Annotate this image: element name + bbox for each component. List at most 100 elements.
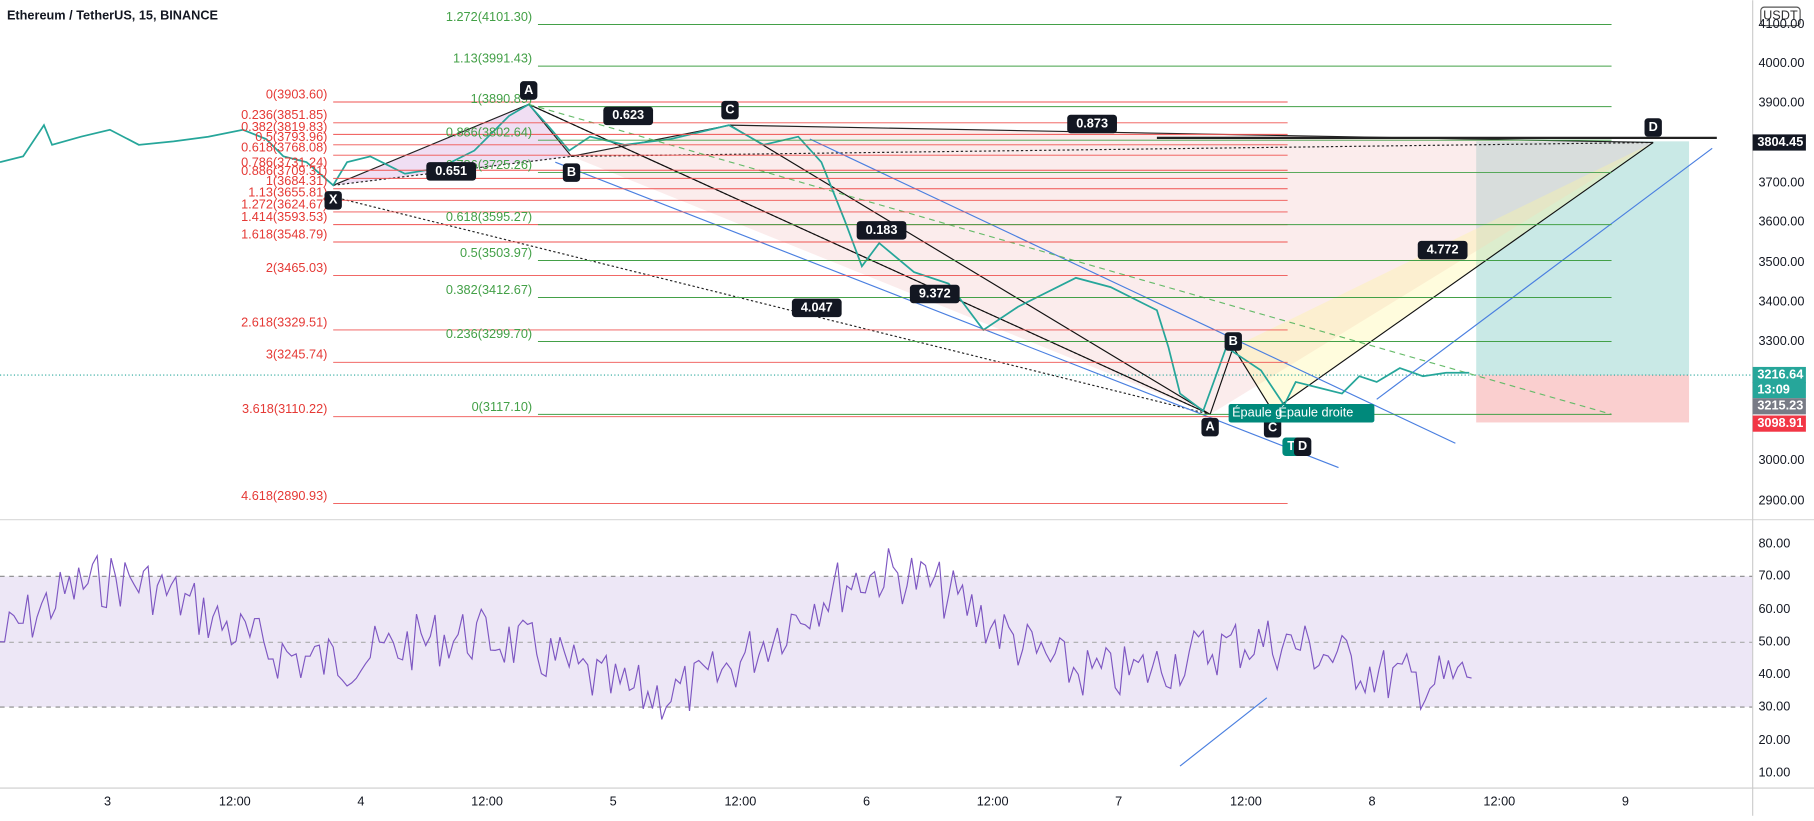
pattern-label-box [856, 221, 907, 240]
rsi-axis-label: 60.00 [1758, 601, 1790, 616]
price-tag-box [1752, 366, 1806, 384]
fib-label: 0.618(3595.27) [446, 209, 532, 224]
fib-label: 0.886(3802.64) [446, 125, 532, 140]
time-axis-label: 7 [1115, 793, 1122, 808]
pattern-label: D [1649, 119, 1658, 134]
shoulder-box [1228, 403, 1375, 423]
symbol-title: Ethereum / TetherUS, 15, BINANCE [7, 8, 218, 23]
currency-badge [1760, 6, 1801, 27]
pattern-label: A [1206, 418, 1215, 433]
price-tag: 3804.45 [1757, 134, 1803, 149]
pattern-fill [571, 125, 1654, 415]
price-tag: 3216.64 [1757, 366, 1803, 381]
pattern-label: 4.772 [1427, 241, 1459, 256]
fib-label: 0.236(3851.85) [241, 107, 327, 122]
price-axis-label: 3700.00 [1758, 174, 1804, 189]
trend-dashed [528, 103, 1612, 415]
rsi-axis-label: 40.00 [1758, 666, 1790, 681]
pattern-label: C [1268, 420, 1277, 435]
fib-label: 0.5(3793.96) [255, 129, 327, 144]
time-axis-label: 9 [1622, 793, 1629, 808]
shoulder-label: Épaule droite [1278, 405, 1353, 420]
pattern-label-box [791, 298, 842, 318]
pattern-line [729, 124, 1211, 415]
pattern-label-box [562, 163, 581, 182]
rsi-axis-label: 50.00 [1758, 634, 1790, 649]
time-axis-label: 5 [610, 793, 617, 808]
time-axis-label: 12:00 [1483, 793, 1515, 808]
rsi-axis-label: 80.00 [1758, 535, 1790, 550]
price-axis-label: 3300.00 [1758, 333, 1804, 348]
forecast-arrow [1376, 147, 1713, 400]
pattern-label: 9.372 [919, 285, 951, 300]
pattern-label: B [567, 164, 576, 179]
time-axis-label: 12:00 [1230, 793, 1262, 808]
long-profit-zone [1476, 141, 1690, 376]
price-tag: 3215.23 [1757, 398, 1803, 413]
price-axis-label: 3600.00 [1758, 214, 1804, 229]
price-tag: 3098.91 [1757, 415, 1803, 430]
rsi-trendline [1179, 697, 1268, 767]
pattern-label: A [524, 82, 533, 97]
price-tag-box [1752, 381, 1806, 399]
pattern-label-box [324, 191, 342, 210]
channel-line [809, 138, 1456, 444]
rsi-line [0, 548, 1472, 720]
pattern-label-box [1201, 417, 1219, 437]
price-axis-label: 2900.00 [1758, 492, 1804, 507]
pattern-label-box [1644, 118, 1662, 137]
fib-label: 1(3890.89) [471, 91, 533, 106]
fib-label: 1.414(3593.53) [241, 209, 327, 224]
time-axis-label: 8 [1369, 793, 1376, 808]
time-axis-label: 12:00 [977, 793, 1009, 808]
rsi-axis-label: 20.00 [1758, 732, 1790, 747]
pattern-label: 0.651 [435, 163, 467, 178]
fib-label: 0.236(3299.70) [446, 326, 532, 341]
rsi-axis-label: 70.00 [1758, 568, 1790, 583]
fib-label: 1.272(4101.30) [446, 9, 532, 24]
price-axis-label: 4100.00 [1758, 16, 1804, 31]
xabcd-dotted [333, 141, 1654, 186]
pattern-label: B [1229, 333, 1238, 348]
rsi-axis-label: 10.00 [1758, 764, 1790, 779]
long-loss-zone [1476, 375, 1690, 423]
pattern-label: 0.183 [866, 222, 898, 237]
fib-label: 2(3465.03) [266, 260, 328, 275]
pattern-label: T [1287, 438, 1295, 453]
price-tag-box [1752, 415, 1806, 432]
fib-label: 0(3903.60) [266, 86, 328, 101]
rsi-axis-label: 30.00 [1758, 698, 1790, 713]
fib-label: 1.618(3548.79) [241, 226, 327, 241]
fib-label: 1(3684.31) [266, 173, 328, 188]
pattern-label: 0.623 [612, 107, 644, 122]
time-axis-label: 4 [357, 793, 364, 808]
pattern-label-box [1293, 437, 1312, 457]
pattern-label-box [721, 100, 739, 120]
time-axis-label: 12:00 [724, 793, 756, 808]
currency-label: USDT [1763, 8, 1798, 23]
pattern-label-box [1417, 240, 1468, 260]
time-axis-label: 6 [863, 793, 870, 808]
pattern-label-box [603, 106, 654, 126]
price-axis-label: 4000.00 [1758, 55, 1804, 70]
price-tag-box [1752, 398, 1806, 415]
fib-label: 1.13(3655.81) [248, 185, 327, 200]
price-tag-box [1752, 134, 1806, 151]
time-axis-label: 12:00 [219, 793, 251, 808]
fib-label: 1.13(3991.43) [453, 51, 532, 66]
price-axis-label: 3400.00 [1758, 294, 1804, 309]
price-trace [0, 103, 1470, 413]
pattern-label: 0.873 [1076, 115, 1108, 130]
fib-label: 2.618(3329.51) [241, 314, 327, 329]
pattern-label-box [909, 284, 960, 304]
pattern-label-box [1224, 332, 1242, 351]
price-tag: 13:09 [1757, 381, 1790, 396]
fib-label: 3(3245.74) [266, 347, 328, 362]
fib-label: 0.886(3709.31) [241, 163, 327, 178]
fib-label: 0.382(3412.67) [446, 282, 532, 297]
time-axis-label: 12:00 [471, 793, 503, 808]
pattern-label-box [426, 162, 477, 181]
fib-label: 0.382(3819.83) [241, 119, 327, 134]
pattern-label: C [725, 101, 734, 116]
